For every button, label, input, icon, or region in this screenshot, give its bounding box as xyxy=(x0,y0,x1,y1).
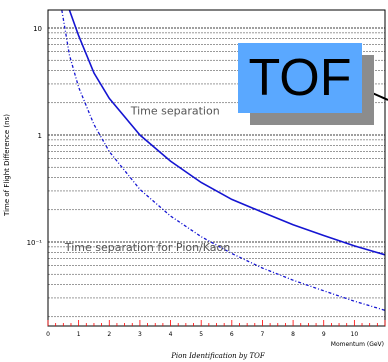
x-axis-label: Momentum (GeV) xyxy=(331,341,384,348)
annotation-pion-kaon: Time separation for Pion/Kaon xyxy=(64,241,230,254)
x-tick-label: 7 xyxy=(261,331,265,338)
series-line-1 xyxy=(68,9,386,256)
x-tick-label: 9 xyxy=(322,331,326,338)
y-axis-label: Time of Flight Difference (ns) xyxy=(3,114,11,217)
x-tick-label: 8 xyxy=(291,331,295,338)
y-tick-label: 1 xyxy=(38,132,42,140)
x-tick-label: 2 xyxy=(107,331,111,338)
y-tick-label: 10 xyxy=(33,25,42,33)
tof-callout-label: TOF xyxy=(248,49,352,107)
x-tick-label: 1 xyxy=(77,331,81,338)
axis-ticks xyxy=(47,320,386,326)
chart-caption: Pion Identification by TOF xyxy=(170,352,266,360)
series-line-2 xyxy=(61,9,386,311)
tof-callout-box: TOF xyxy=(238,43,362,113)
x-tick-label: 6 xyxy=(230,331,234,338)
x-tick-label: 4 xyxy=(169,331,173,338)
annotation-time-separation: Time separation xyxy=(130,105,220,118)
y-tick-label: 10⁻¹ xyxy=(27,239,43,247)
x-tick-label: 10 xyxy=(351,331,359,338)
x-tick-label: 3 xyxy=(138,331,142,338)
tick-labels: 0 1 2 3 4 5 6 7 8 9 10 10 1 10⁻¹ xyxy=(27,25,359,338)
x-tick-label: 5 xyxy=(199,331,203,338)
x-tick-label: 0 xyxy=(46,331,50,338)
